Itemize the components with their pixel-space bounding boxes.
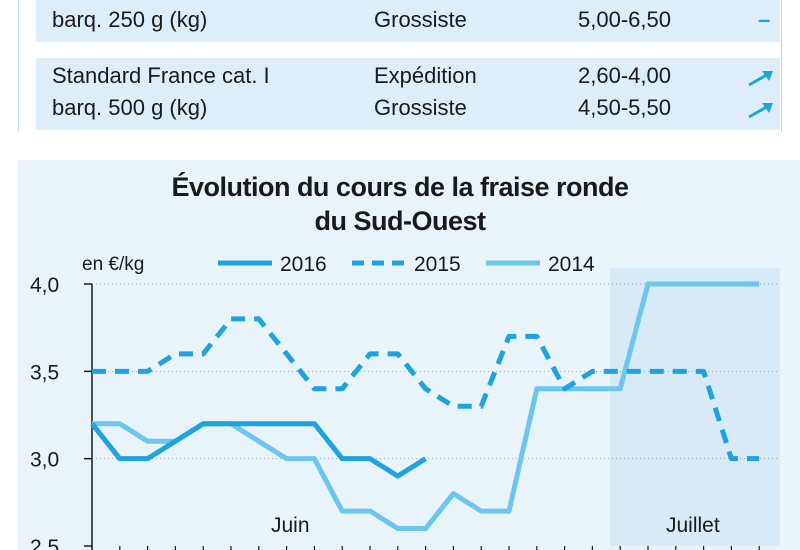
price-range: 5,00-6,50: [578, 7, 671, 32]
up-right-arrow-icon: [748, 103, 773, 119]
table-border-left: [18, 0, 19, 132]
stage-label: Expédition: [374, 63, 477, 88]
y-tick-label: 4,0: [30, 274, 59, 297]
chart-title: Évolution du cours de la fraise ronde: [171, 172, 629, 202]
trend-flat-icon: –: [758, 7, 771, 32]
legend-label-2016: 2016: [280, 253, 327, 276]
up-right-arrow-icon: [748, 71, 773, 87]
legend-label-2015: 2015: [414, 253, 461, 276]
product-label: barq. 250 g (kg): [52, 7, 208, 32]
table-row: Standard France cat. I barq. 500 g (kg) …: [36, 58, 780, 130]
month-label-juillet: Juillet: [666, 514, 720, 537]
chart-subtitle: du Sud-Ouest: [314, 206, 487, 236]
price-table: barq. 250 g (kg) Grossiste 5,00-6,50 – S…: [0, 0, 800, 148]
product-label: Standard France cat. I: [52, 63, 270, 88]
y-tick-label: 3,5: [30, 361, 59, 384]
table-border-right: [781, 0, 782, 132]
y-axis-label: en €/kg: [82, 254, 144, 275]
table-row: barq. 250 g (kg) Grossiste 5,00-6,50 –: [36, 0, 780, 42]
price-range: 4,50-5,50: [578, 95, 671, 120]
stage-label: Grossiste: [374, 95, 467, 120]
stage-label: Grossiste: [374, 7, 467, 32]
product-label: barq. 500 g (kg): [52, 95, 208, 120]
series-2016-line: [90, 421, 427, 479]
legend-label-2014: 2014: [548, 253, 595, 276]
month-label-juin: Juin: [271, 514, 310, 537]
y-tick-label: 2,5: [30, 536, 59, 550]
series-2015-line: [92, 316, 760, 462]
y-tick-label: 3,0: [30, 449, 59, 472]
price-range: 2,60-4,00: [578, 63, 671, 88]
juillet-band: [610, 268, 780, 546]
